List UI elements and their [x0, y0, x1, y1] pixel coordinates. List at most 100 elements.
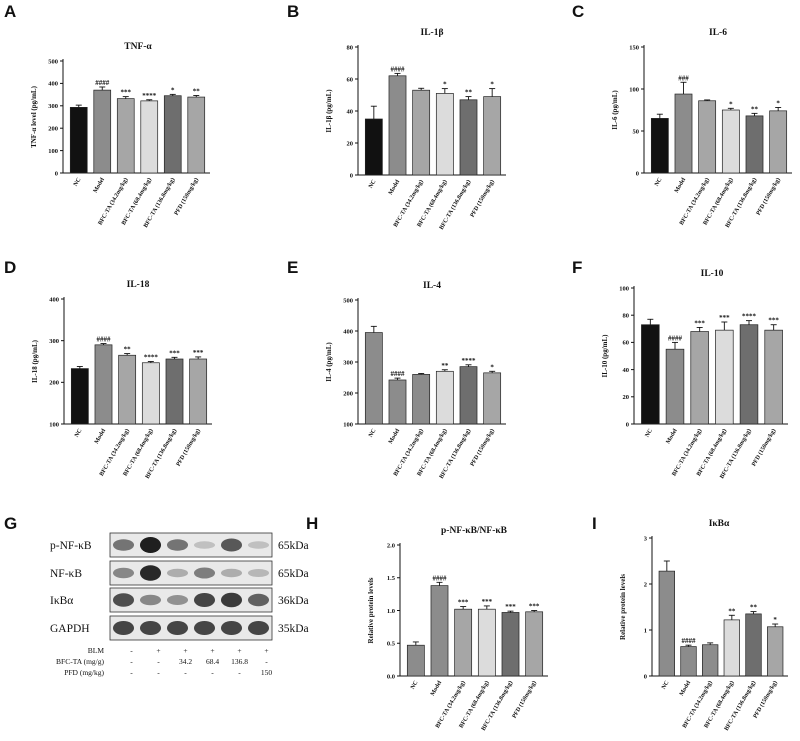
- significance-label: *: [443, 81, 447, 89]
- y-tick-label: 1.5: [387, 575, 396, 582]
- bar: [141, 362, 160, 425]
- blot-row-label: GAPDH: [50, 623, 90, 635]
- bar: [94, 344, 113, 425]
- significance-label: **: [441, 362, 449, 370]
- condition-value: -: [184, 668, 187, 677]
- y-axis-label: Relative protein levels: [619, 574, 627, 640]
- panel-letter: H: [306, 514, 318, 533]
- y-tick-label: 400: [49, 296, 59, 303]
- blot-kda-label: 65kDa: [278, 568, 309, 580]
- panel-letter: B: [287, 2, 299, 21]
- significance-label: ####: [682, 637, 697, 645]
- significance-label: ****: [142, 92, 157, 100]
- chart-panel-A: A TNF-α TNF-α level (pg/mL) 0 100 200 300 400 50…: [4, 2, 210, 229]
- x-tick-label: PFD (150mg/kg): [469, 427, 496, 467]
- y-tick-label: 300: [343, 359, 353, 366]
- bar: [364, 332, 383, 425]
- bar: [189, 358, 208, 425]
- y-axis-label: IL-6 (pg/mL): [611, 90, 619, 130]
- blot-band: [220, 568, 243, 578]
- condition-label: BLM: [88, 646, 105, 655]
- x-tick-label: PFD (150mg/kg): [511, 680, 538, 720]
- blot-band: [166, 595, 189, 605]
- y-tick-label: 0.5: [387, 641, 396, 648]
- bar: [116, 98, 135, 174]
- bar: [483, 96, 502, 176]
- y-axis-label: TNF-α level (pg/mL): [30, 85, 38, 148]
- significance-label: **: [751, 105, 759, 113]
- blot-row-label: IκBα: [50, 595, 73, 607]
- bar: [69, 107, 88, 174]
- condition-value: +: [237, 646, 241, 655]
- y-tick-label: 0: [626, 421, 629, 428]
- bar: [163, 95, 182, 174]
- y-tick-label: 200: [343, 390, 353, 397]
- blot-band: [193, 593, 216, 607]
- x-tick-label: NC: [410, 680, 420, 691]
- y-tick-label: 0: [644, 673, 647, 680]
- bar: [698, 100, 717, 174]
- y-axis-label: IL-1β (pg/mL): [325, 89, 333, 133]
- bar: [745, 613, 762, 677]
- bar: [435, 93, 454, 176]
- significance-label: ***: [529, 603, 540, 611]
- bar: [665, 348, 685, 425]
- y-tick-label: 500: [343, 297, 353, 304]
- x-tick-label: NC: [368, 179, 378, 190]
- blot-band: [139, 594, 162, 606]
- y-tick-label: 300: [48, 103, 58, 110]
- bar: [454, 608, 473, 677]
- panel-letter: G: [4, 514, 17, 533]
- blot-band: [112, 567, 135, 579]
- y-tick-label: 400: [343, 328, 353, 335]
- blot-kda-label: 35kDa: [278, 623, 309, 635]
- y-tick-label: 400: [48, 81, 58, 88]
- chart-panel-E: E IL-4 IL-4 (pg/mL) 100 200 300 400 500 NC #### Mo…: [287, 258, 506, 480]
- chart-title: IL-18: [127, 280, 150, 290]
- blot-strip: [109, 615, 273, 641]
- x-tick-label: Model: [93, 177, 107, 194]
- significance-label: ***: [719, 314, 730, 322]
- significance-label: ***: [169, 349, 180, 357]
- blot-band: [220, 621, 243, 635]
- y-tick-label: 150: [629, 44, 639, 51]
- condition-value: -: [130, 668, 133, 677]
- significance-label: *: [729, 100, 733, 108]
- chart-title: IκBα: [709, 519, 730, 529]
- condition-value: +: [156, 646, 160, 655]
- chart-title: IL-4: [423, 281, 441, 291]
- panel-letter: E: [287, 258, 298, 277]
- bar: [477, 608, 496, 677]
- x-tick-label: NC: [73, 177, 83, 188]
- bar: [459, 99, 478, 176]
- x-tick-label: PFD (150mg/kg): [750, 428, 777, 468]
- bar: [702, 644, 719, 677]
- condition-value: +: [264, 646, 268, 655]
- y-tick-label: 200: [48, 126, 58, 133]
- bar: [435, 370, 454, 425]
- condition-value: 136.8: [231, 657, 248, 666]
- bar: [721, 109, 740, 174]
- significance-label: *: [490, 363, 494, 371]
- y-tick-label: 0: [350, 172, 353, 179]
- bar: [70, 368, 89, 425]
- chart-panel-C: CIL-6IL-6 (pg/mL)050100150NC###ModelBFC-…: [572, 2, 792, 229]
- y-tick-label: 100: [48, 148, 58, 155]
- significance-label: ####: [668, 334, 683, 342]
- significance-label: **: [728, 607, 736, 615]
- blot-kda-label: 65kDa: [278, 540, 309, 552]
- bar: [767, 626, 784, 677]
- y-axis-label: IL-10 (pg/mL): [601, 334, 609, 378]
- y-tick-label: 40: [347, 108, 354, 115]
- condition-value: -: [157, 668, 160, 677]
- blot-strip: [109, 532, 273, 558]
- significance-label: ####: [433, 574, 448, 582]
- y-axis-label: IL-18 (pg/mL): [31, 339, 39, 383]
- blot-band: [139, 537, 162, 553]
- x-tick-label: NC: [74, 428, 84, 439]
- bar: [459, 366, 478, 425]
- y-tick-label: 0: [636, 170, 639, 177]
- condition-value: -: [211, 668, 214, 677]
- y-tick-label: 100: [343, 421, 353, 428]
